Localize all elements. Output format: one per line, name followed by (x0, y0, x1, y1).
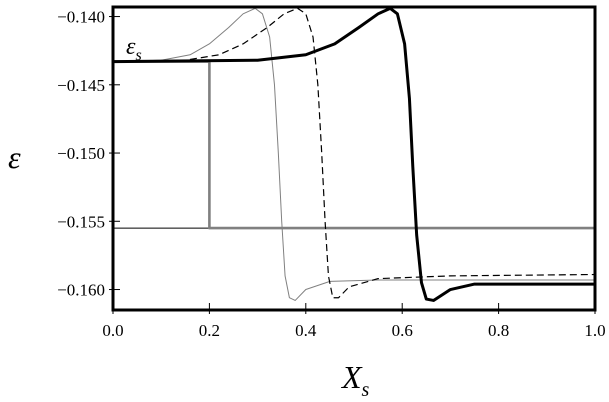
series-line-1-step (113, 60, 595, 230)
series-group (113, 7, 595, 302)
y-tick-label: −0.160 (57, 281, 105, 300)
y-axis-ticks: −0.140 −0.145 −0.150 −0.155 −0.160 (57, 8, 120, 300)
x-tick-label: 0.6 (392, 321, 413, 340)
y-tick-label: −0.155 (57, 212, 105, 231)
curve-annotation: εs (126, 34, 142, 64)
x-axis-label: Xs (340, 359, 370, 401)
y-tick-label: −0.140 (57, 8, 105, 27)
x-tick-label: 0.4 (295, 321, 317, 340)
x-tick-label: 1.0 (584, 321, 605, 340)
x-axis-ticks: 0.0 0.2 0.4 0.6 0.8 1.0 (102, 303, 606, 340)
plot-frame (111, 5, 597, 312)
y-axis-label: ε (8, 139, 21, 175)
x-tick-label: 0.8 (488, 321, 509, 340)
y-tick-label: −0.145 (57, 76, 105, 95)
series-line-2-thin (113, 7, 595, 301)
plot-area (113, 7, 595, 302)
y-tick-label: −0.150 (57, 144, 105, 163)
x-tick-label: 0.2 (199, 321, 220, 340)
series-line-4-thick (113, 7, 595, 302)
x-tick-label: 0.0 (102, 321, 123, 340)
series-line-3-dashed (113, 7, 595, 299)
